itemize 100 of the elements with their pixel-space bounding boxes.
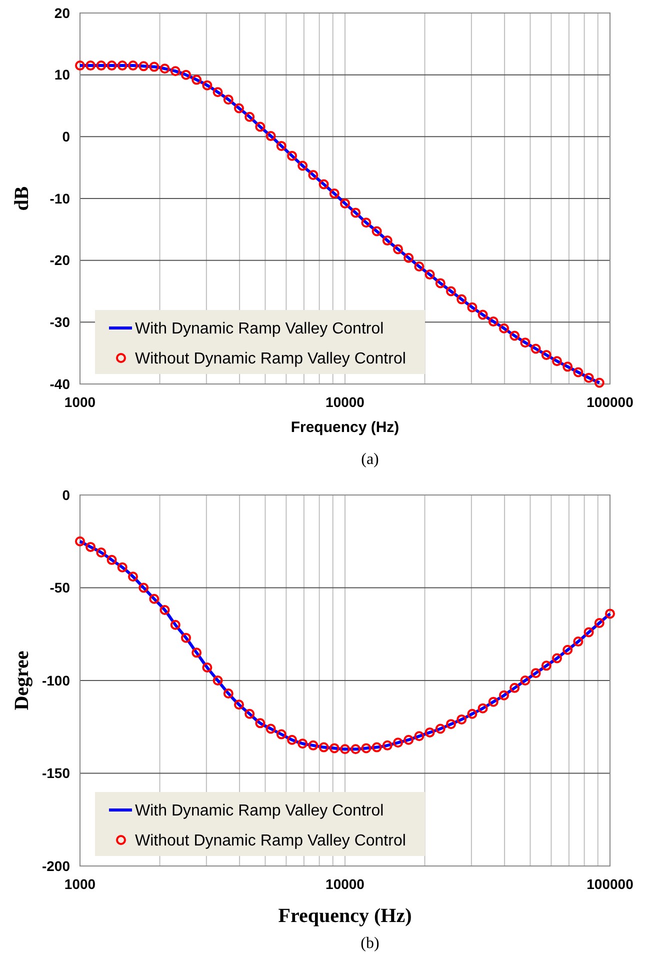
y-tick-label: -30 [50, 314, 70, 330]
point [605, 608, 615, 619]
point [404, 252, 414, 263]
point [138, 61, 149, 72]
point [350, 208, 361, 218]
point [340, 744, 350, 754]
y-tick-label: 0 [62, 128, 70, 145]
point [192, 74, 202, 85]
point [86, 542, 96, 552]
point [530, 668, 541, 678]
x-axis-title: Frequency (Hz) [278, 905, 412, 927]
text: (b) [360, 935, 380, 952]
point [541, 350, 552, 360]
point [350, 744, 361, 754]
point [212, 676, 223, 686]
point [318, 742, 329, 752]
point [149, 62, 160, 72]
y-tick-label: 20 [54, 4, 70, 21]
legend-label: Without Dynamic Ramp Valley Control [135, 832, 406, 850]
y-tick-label: -100 [42, 672, 70, 688]
point [382, 236, 392, 246]
point [594, 378, 604, 388]
point [96, 548, 106, 558]
point [329, 188, 340, 199]
point [382, 740, 392, 750]
point [552, 356, 562, 366]
point [424, 727, 435, 738]
point [372, 742, 382, 752]
point [117, 562, 128, 572]
point [361, 218, 372, 228]
point [234, 103, 244, 114]
point [234, 700, 244, 710]
point [552, 653, 562, 664]
point [510, 682, 520, 693]
point [456, 714, 467, 724]
point [510, 330, 520, 341]
point [594, 618, 604, 628]
point [318, 179, 329, 190]
point [223, 94, 234, 105]
point [276, 729, 286, 740]
point [435, 724, 446, 734]
point [181, 70, 192, 80]
point [340, 198, 350, 208]
point [488, 696, 498, 707]
x-tick-label: 10000 [326, 394, 365, 410]
point [488, 316, 498, 327]
point [530, 344, 541, 354]
point [128, 60, 138, 71]
point [75, 536, 85, 546]
point [478, 310, 488, 320]
point [266, 131, 276, 142]
y-tick-label: -150 [42, 765, 70, 782]
point [573, 636, 584, 647]
point [106, 554, 117, 565]
x-tick-label: 1000 [64, 876, 96, 892]
point [329, 743, 340, 754]
point [266, 724, 276, 734]
point [244, 708, 255, 719]
x-tick-label: 1000 [64, 394, 96, 410]
point [192, 648, 202, 658]
point [520, 338, 530, 348]
point [276, 140, 286, 151]
y-tick-label: 0 [62, 486, 70, 503]
point [467, 302, 478, 312]
point [149, 594, 160, 604]
legend-label: With Dynamic Ramp Valley Control [135, 802, 384, 820]
point [573, 367, 584, 378]
y-axis-title: dB [11, 186, 33, 211]
point [170, 66, 180, 76]
y-tick-label: -200 [42, 858, 70, 874]
x-tick-label: 100000 [586, 394, 634, 410]
point [181, 632, 192, 643]
point [414, 731, 424, 742]
point [478, 703, 488, 714]
point [86, 60, 96, 71]
point [393, 244, 403, 254]
point [372, 226, 382, 236]
y-tick-label: -50 [50, 580, 70, 596]
point [584, 627, 594, 638]
y-tick-label: 10 [54, 66, 70, 83]
point [446, 719, 456, 730]
point [96, 60, 106, 71]
point [212, 87, 223, 98]
y-axis-title: Degree [11, 650, 33, 710]
point [541, 660, 552, 671]
x-axis-title: Frequency (Hz) [290, 419, 400, 436]
point [75, 60, 85, 71]
point [255, 122, 266, 132]
point [106, 60, 117, 71]
point [160, 605, 170, 616]
point [287, 150, 298, 161]
point [298, 160, 308, 171]
y-tick-label: -40 [50, 376, 70, 392]
point [244, 112, 255, 122]
point [467, 708, 478, 719]
point [446, 286, 456, 296]
point [202, 80, 212, 90]
point [520, 676, 530, 686]
point [308, 170, 318, 180]
point [456, 294, 467, 304]
